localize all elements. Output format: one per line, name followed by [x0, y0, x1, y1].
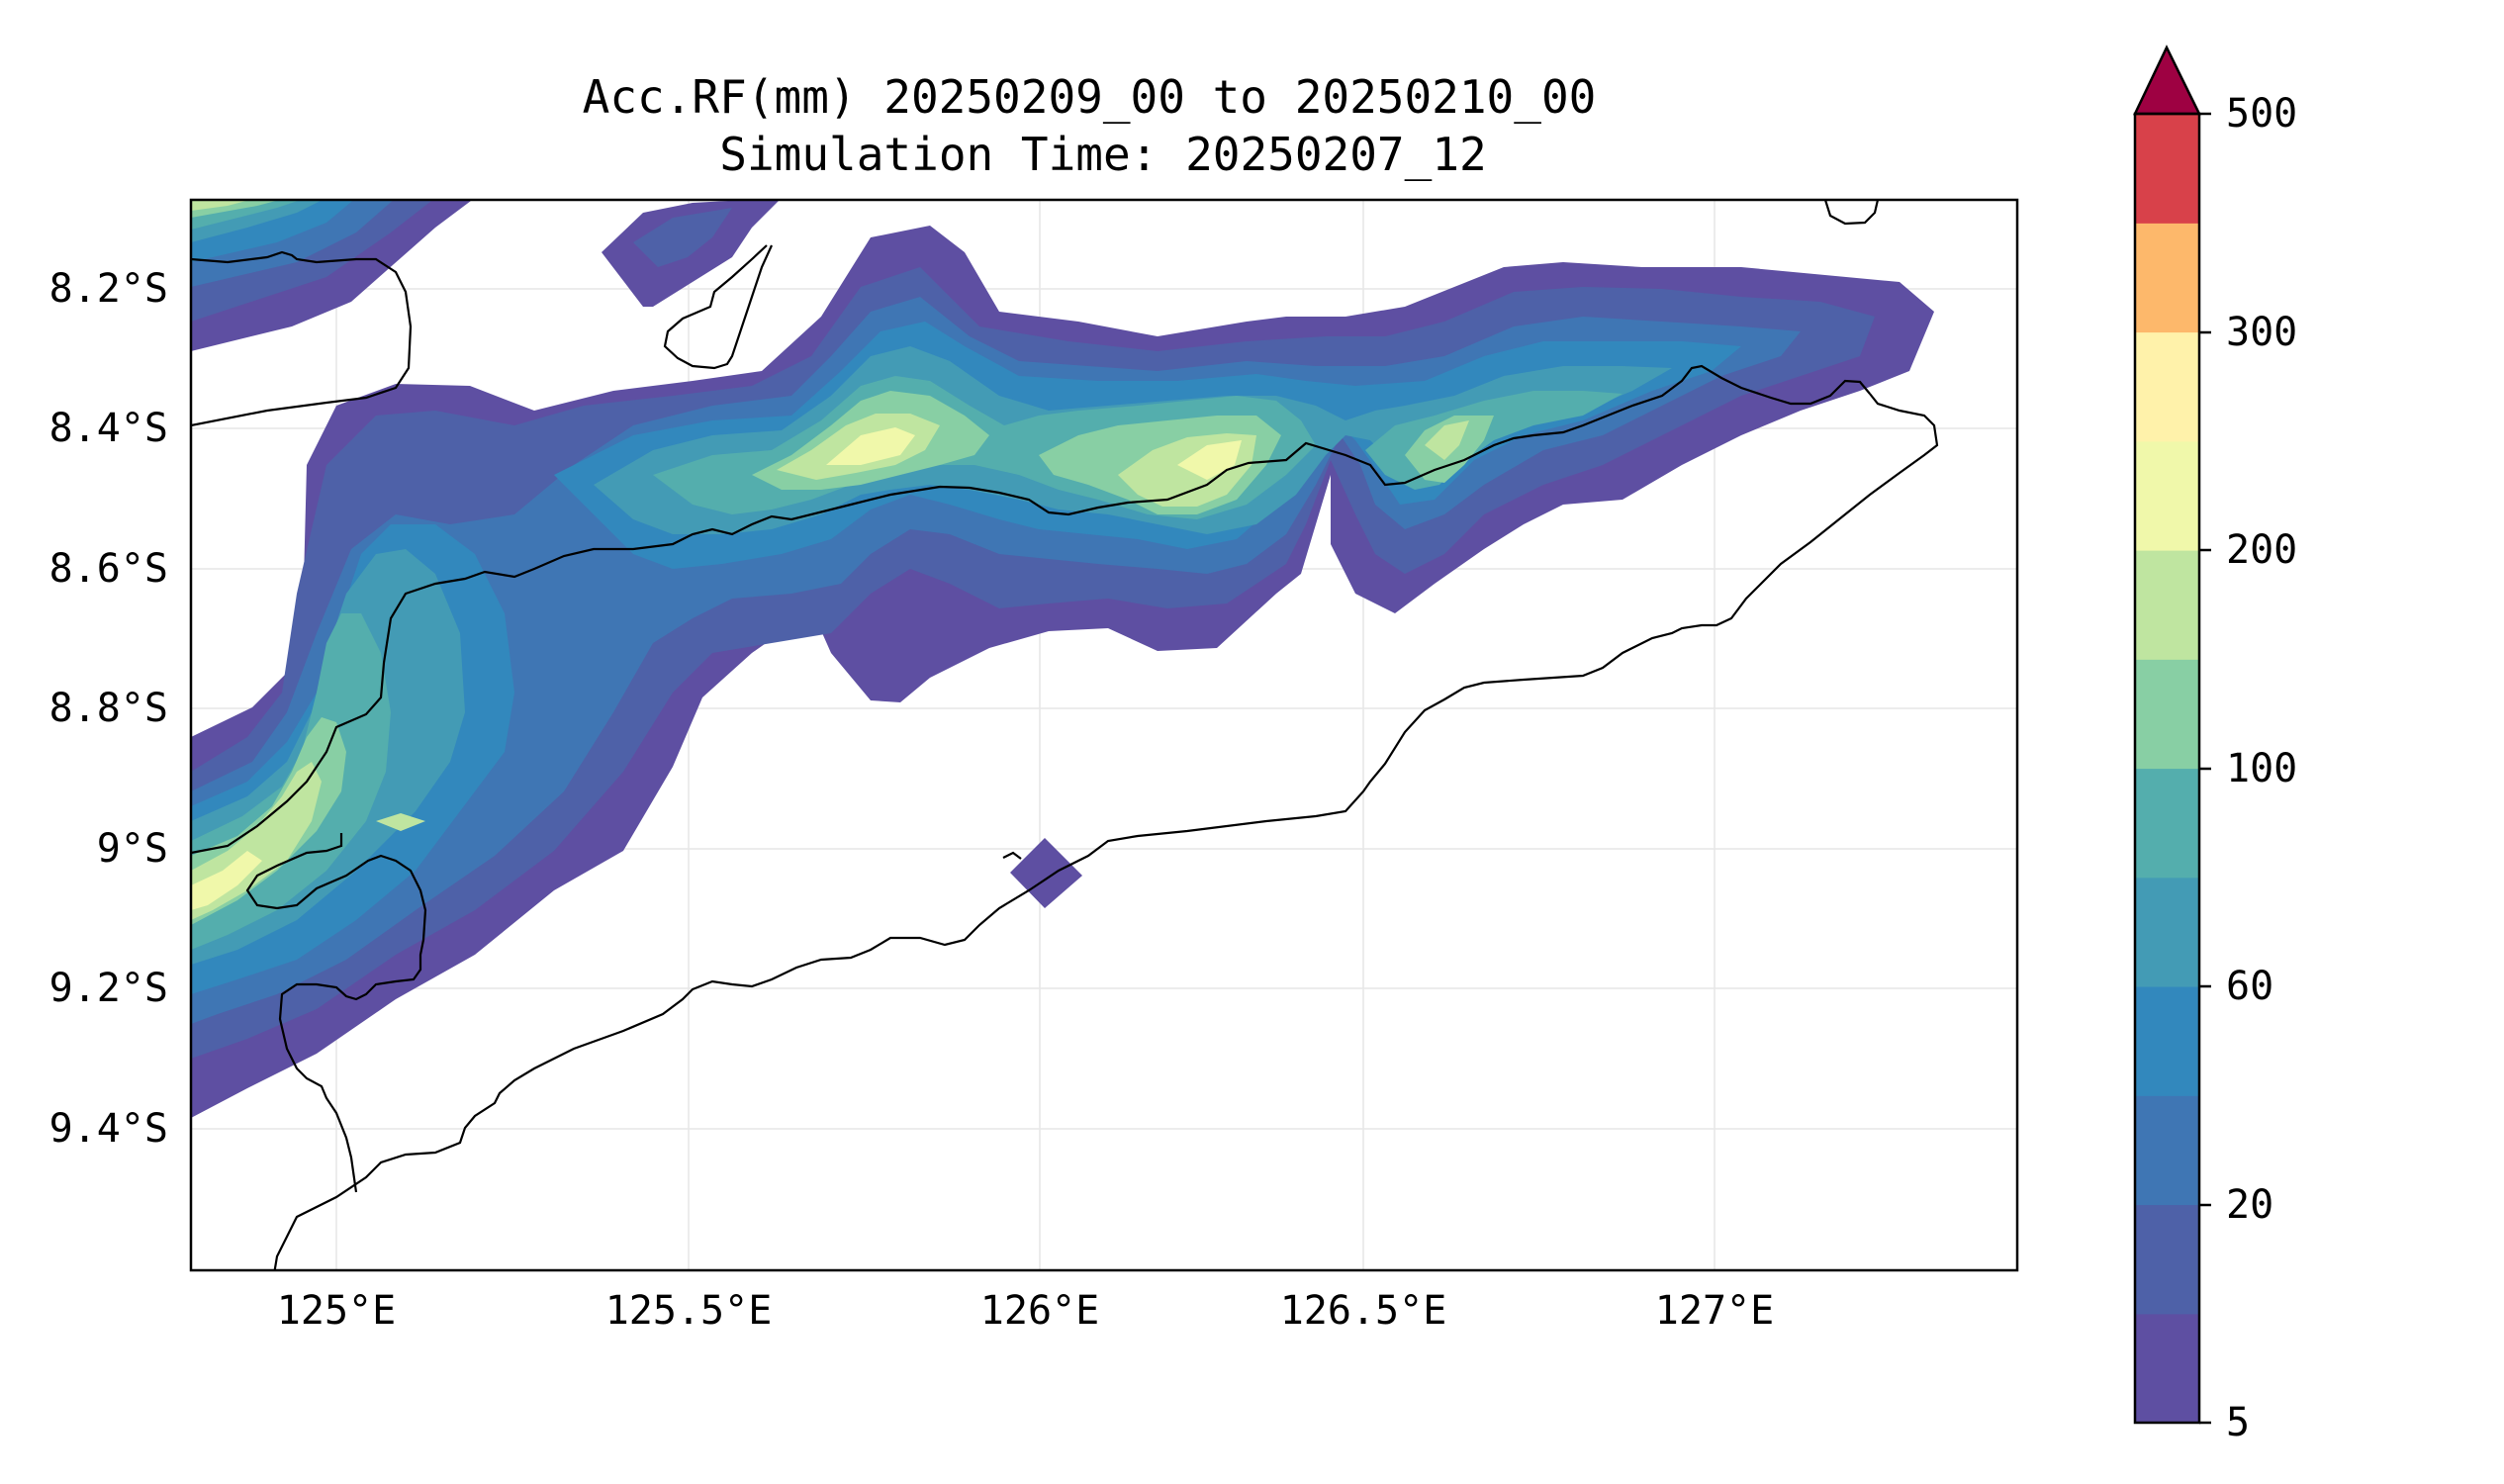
rain-contour-200-c [191, 851, 262, 910]
coastline-timor-south [191, 364, 1871, 855]
coastline-north-west [191, 250, 413, 427]
colorbar-band-5 [2135, 1313, 2199, 1424]
map-frame [189, 198, 2019, 1272]
x-tick-label: 125°E [277, 1288, 396, 1334]
coastline-island [663, 244, 774, 370]
figure-subtitle: Simulation Time: 20250207_12 [719, 128, 1486, 181]
x-tick-label: 126°E [980, 1288, 1099, 1334]
colorbar-band-80 [2135, 768, 2199, 879]
coastline-diamond [1002, 851, 1022, 860]
colorbar-ticks [2199, 112, 2211, 1425]
rain-contour-10-island [633, 208, 732, 267]
y-tick-label: 9.4°S [49, 1106, 168, 1152]
colorbar-extend-triangle [2133, 45, 2202, 116]
rain-contour-200-b [1177, 440, 1242, 480]
colorbar-band-400 [2135, 114, 2199, 224]
map-content [191, 200, 2017, 1270]
map-panel [189, 198, 2019, 1272]
rain-contour-150-band-d [1425, 420, 1469, 460]
colorbar-band-100 [2135, 659, 2199, 770]
rainfall-contours [191, 200, 1934, 1118]
y-tick-label: 8.8°S [49, 686, 168, 731]
colorbar-tick-label: 100 [2226, 746, 2297, 791]
y-tick-label: 9.2°S [49, 966, 168, 1011]
colorbar-band-250 [2135, 331, 2199, 442]
colorbar-tick-label: 500 [2226, 91, 2297, 137]
coastlines [191, 200, 1939, 1270]
y-tick-label: 8.6°S [49, 546, 168, 592]
y-tick-label: 9°S [97, 826, 168, 872]
colorbar-tick-label: 60 [2226, 964, 2273, 1009]
colorbar-tick-label: 200 [2226, 527, 2297, 573]
colorbar-tick-labels: 5 20 60 100 200 300 500 [2226, 91, 2297, 1445]
coastline-enclave [245, 833, 427, 1193]
colorbar-band-20 [2135, 1095, 2199, 1206]
colorbar-tick-label: 20 [2226, 1182, 2273, 1228]
figure-title: Acc.RF(mm) 20250209_00 to 20250210_00 [583, 70, 1597, 124]
rain-contour-150-main [191, 200, 250, 211]
colorbar: 5 20 60 100 200 300 500 [2133, 45, 2297, 1445]
coastline-north-east [1823, 200, 1880, 226]
colorbar-band-60 [2135, 877, 2199, 987]
y-tick-label: 8.2°S [49, 266, 168, 312]
x-axis: 125°E 125.5°E 126°E 126.5°E 127°E [277, 1288, 1774, 1334]
rain-contour-150-small [376, 813, 425, 831]
x-tick-label: 125.5°E [605, 1288, 773, 1334]
rain-contour-200-a [826, 427, 915, 465]
colorbar-band-200 [2135, 440, 2199, 551]
y-axis: 8.2°S 8.4°S 8.6°S 8.8°S 9°S 9.2°S 9.4°S [49, 266, 168, 1152]
colorbar-band-150 [2135, 550, 2199, 660]
y-tick-label: 8.4°S [49, 406, 168, 451]
x-tick-label: 126.5°E [1280, 1288, 1447, 1334]
colorbar-tick-label: 5 [2226, 1400, 2250, 1445]
x-tick-label: 127°E [1655, 1288, 1774, 1334]
colorbar-band-40 [2135, 986, 2199, 1096]
colorbar-band-10 [2135, 1204, 2199, 1315]
colorbar-band-300 [2135, 223, 2199, 333]
colorbar-bands [2135, 114, 2199, 1424]
coastline-east-tip [273, 393, 1939, 1270]
colorbar-tick-label: 300 [2226, 310, 2297, 355]
